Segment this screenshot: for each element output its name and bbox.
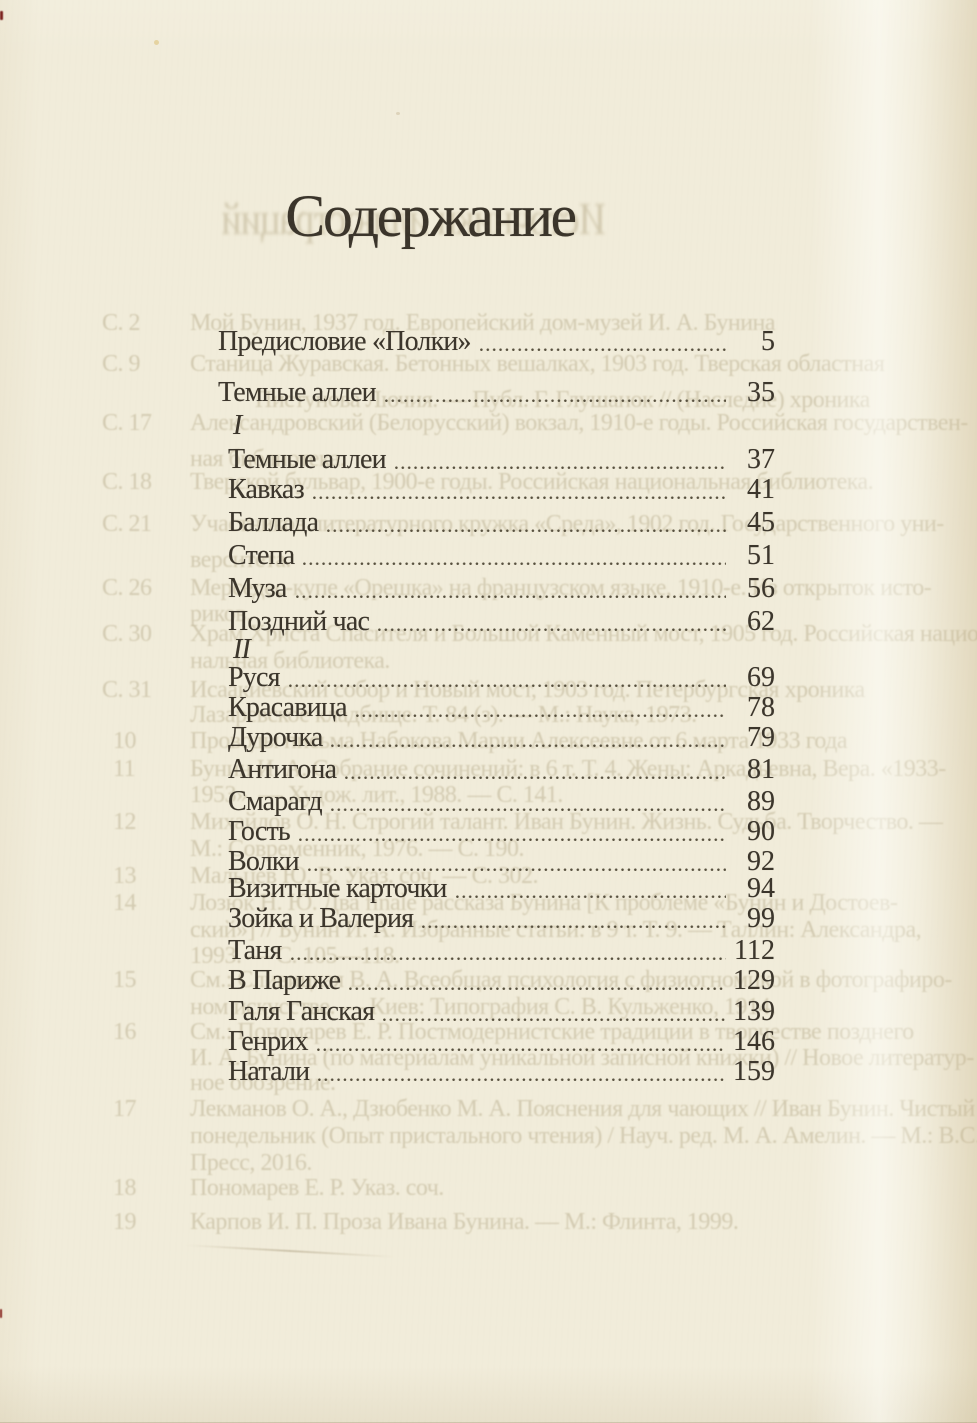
- toc-entry-page: 89: [747, 786, 775, 817]
- toc-row: II: [218, 635, 775, 665]
- toc-entry-label: Муза: [228, 573, 287, 604]
- toc-entry-page: 62: [747, 606, 775, 637]
- dot-leader: [479, 348, 726, 352]
- dot-leader: [303, 562, 726, 566]
- dot-leader: [312, 496, 726, 500]
- toc-row: Антигона 81: [218, 755, 775, 785]
- toc-entry-label: Красавица: [228, 692, 348, 723]
- toc-entry-page: 94: [747, 873, 775, 904]
- toc-entry-label: II: [233, 634, 251, 665]
- toc-entry-label: Баллада: [228, 507, 319, 538]
- toc-row: Дурочка 79: [218, 723, 775, 753]
- dot-leader: [307, 868, 726, 872]
- toc-row: Смарагд 89: [218, 787, 775, 817]
- toc-entry-page: 45: [747, 507, 775, 538]
- toc-row: Таня 112: [218, 936, 775, 966]
- dot-leader: [298, 838, 726, 842]
- toc-entry-page: 99: [747, 903, 775, 934]
- dot-leader: [383, 1018, 726, 1022]
- toc-row: Гость 90: [218, 817, 775, 847]
- toc-entry-label: Натали: [228, 1056, 310, 1087]
- toc-row: Зойка и Валерия 99: [218, 904, 775, 934]
- toc-entry-page: 139: [733, 996, 775, 1027]
- dot-leader: [288, 684, 726, 688]
- dot-leader: [384, 399, 726, 403]
- dot-leader: [349, 987, 726, 991]
- dot-leader: [327, 529, 726, 533]
- toc-entry-label: Степа: [228, 540, 295, 571]
- toc-row: Темные аллеи 35: [218, 378, 775, 408]
- toc-entry-label: Смарагд: [228, 786, 323, 817]
- toc-row: Галя Ганская 139: [218, 997, 775, 1027]
- dot-leader: [259, 656, 726, 660]
- toc-entry-page: 159: [733, 1056, 775, 1087]
- dot-leader: [318, 1078, 726, 1082]
- toc-row: Поздний час 62: [218, 607, 775, 637]
- toc-row: I: [218, 411, 775, 441]
- toc-entry-page: 146: [733, 1026, 775, 1057]
- dot-leader: [394, 466, 726, 470]
- toc-row: Предисловие «Полки» 5: [218, 327, 775, 357]
- toc-entry-label: Темные аллеи: [218, 377, 377, 408]
- dot-leader: [455, 895, 726, 899]
- toc-entry-label: Дурочка: [228, 722, 323, 753]
- page-title: Содержание: [285, 183, 577, 249]
- toc-entry-label: I: [233, 410, 242, 441]
- toc-row: Степа 51: [218, 541, 775, 571]
- toc-entry-page: 5: [761, 326, 775, 357]
- toc-row: Генрих 146: [218, 1027, 775, 1057]
- toc-entry-label: Гость: [228, 816, 291, 847]
- toc-entry-page: 81: [747, 754, 775, 785]
- toc-entry-label: Антигона: [228, 754, 337, 785]
- toc-entry-page: 78: [747, 692, 775, 723]
- toc-list: Предисловие «Полки» 5 Темные аллеи 35 I …: [218, 327, 775, 1087]
- dot-leader: [422, 925, 726, 929]
- toc-entry-page: 37: [747, 444, 775, 475]
- toc-row: Темные аллеи 37: [218, 445, 775, 475]
- toc-entry-label: Кавказ: [228, 474, 305, 505]
- toc-entry-label: В Париже: [228, 965, 341, 996]
- toc-entry-label: Темные аллеи: [228, 444, 387, 475]
- toc-entry-label: Поздний час: [228, 606, 370, 637]
- dot-leader: [316, 1048, 726, 1052]
- toc-entry-page: 41: [747, 474, 775, 505]
- toc-row: В Париже 129: [218, 966, 775, 996]
- toc-row: Красавица 78: [218, 693, 775, 723]
- toc-entry-page: 112: [734, 935, 775, 966]
- toc-entry-label: Генрих: [228, 1026, 308, 1057]
- dot-leader: [345, 776, 726, 780]
- dot-leader: [378, 628, 726, 632]
- toc-entry-page: 129: [733, 965, 775, 996]
- dot-leader: [295, 595, 726, 599]
- toc-entry-page: 90: [747, 816, 775, 847]
- toc-row: Визитные карточки 94: [218, 874, 775, 904]
- toc-entry-label: Руся: [228, 662, 280, 693]
- dot-leader: [251, 432, 726, 436]
- toc-row: Руся 69: [218, 663, 775, 693]
- toc-row: Баллада 45: [218, 508, 775, 538]
- toc-entry-label: Зойка и Валерия: [228, 903, 414, 934]
- toc-entry-page: 35: [747, 377, 775, 408]
- dot-leader: [331, 744, 726, 748]
- toc-entry-page: 69: [747, 662, 775, 693]
- dot-leader: [355, 714, 726, 718]
- toc-row: Натали 159: [218, 1057, 775, 1087]
- toc-entry-page: 79: [747, 722, 775, 753]
- toc-entry-label: Галя Ганская: [228, 996, 375, 1027]
- toc-row: Кавказ 41: [218, 475, 775, 505]
- toc-entry-page: 56: [747, 573, 775, 604]
- toc-entry-page: 51: [747, 540, 775, 571]
- toc-entry-label: Визитные карточки: [228, 873, 447, 904]
- dot-leader: [330, 808, 726, 812]
- toc-entry-label: Таня: [228, 935, 282, 966]
- dot-leader: [290, 957, 726, 961]
- toc-row: Муза 56: [218, 574, 775, 604]
- toc-entry-label: Предисловие «Полки»: [218, 326, 472, 357]
